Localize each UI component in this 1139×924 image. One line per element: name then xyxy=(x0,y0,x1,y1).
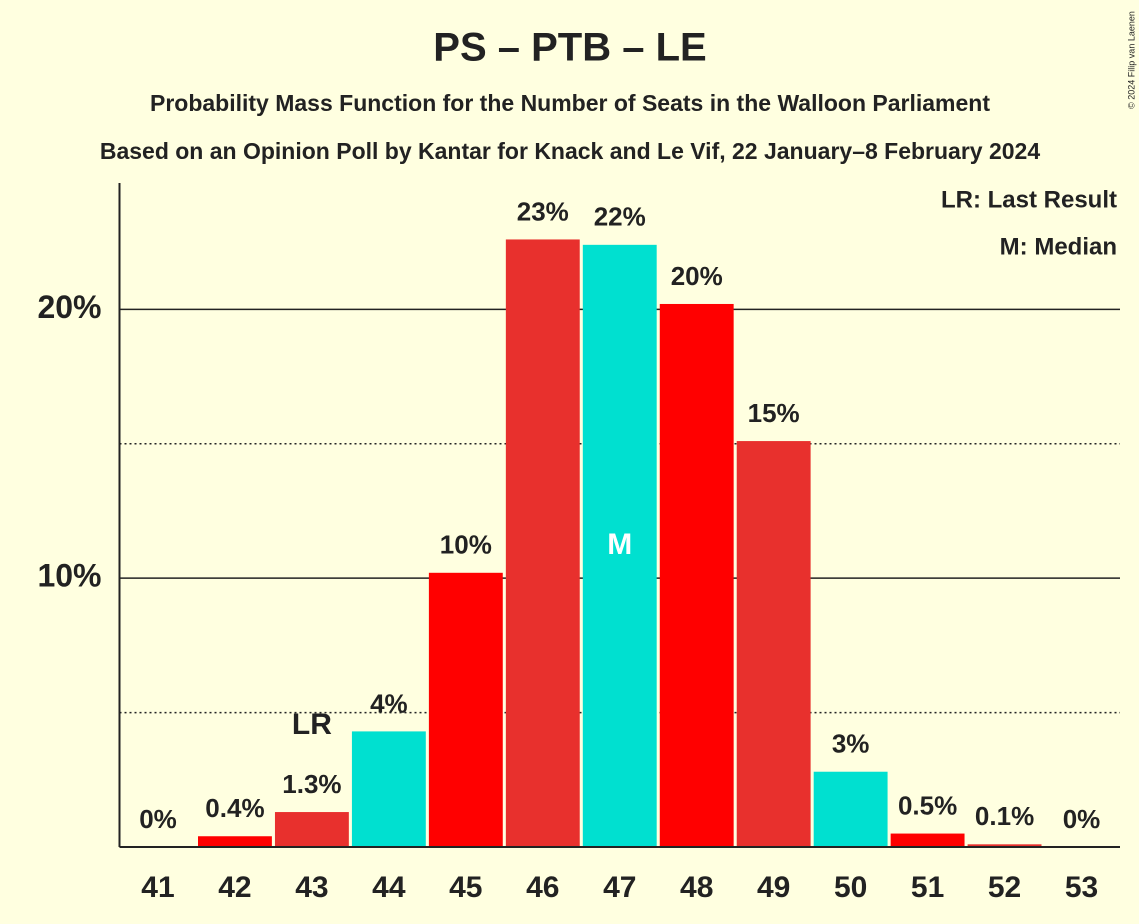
value-label: 23% xyxy=(517,196,569,226)
x-tick-label: 50 xyxy=(834,871,867,904)
x-tick-label: 45 xyxy=(449,871,482,904)
bar xyxy=(967,844,1042,847)
last-result-marker: LR xyxy=(292,708,332,741)
x-tick-label: 41 xyxy=(141,871,174,904)
value-label: 22% xyxy=(594,202,646,232)
bar xyxy=(274,812,349,847)
value-label: 0% xyxy=(139,804,177,834)
value-label: 0.1% xyxy=(975,801,1034,831)
value-label: 10% xyxy=(440,530,492,560)
value-label: 20% xyxy=(671,261,723,291)
bar xyxy=(505,239,580,848)
x-tick-label: 49 xyxy=(757,871,790,904)
value-label: 3% xyxy=(832,729,870,759)
chart-title: PS – PTB – LE xyxy=(433,26,706,70)
x-tick-label: 47 xyxy=(603,871,636,904)
x-tick-label: 46 xyxy=(526,871,559,904)
x-tick-label: 53 xyxy=(1065,871,1098,904)
legend-entry: M: Median xyxy=(1000,233,1117,260)
value-label: 1.3% xyxy=(282,769,341,799)
chart-subtitle: Based on an Opinion Poll by Kantar for K… xyxy=(100,138,1041,164)
copyright: © 2024 Filip van Laenen xyxy=(1126,11,1136,109)
bar xyxy=(582,244,657,847)
bar xyxy=(659,303,734,847)
bar xyxy=(813,771,888,847)
bar xyxy=(736,441,811,847)
y-tick-label: 20% xyxy=(37,289,101,325)
bar xyxy=(351,731,426,847)
x-tick-label: 44 xyxy=(372,871,406,904)
value-label: 15% xyxy=(748,398,800,428)
bar xyxy=(428,572,503,847)
value-label: 4% xyxy=(370,688,408,718)
chart-subtitle: Probability Mass Function for the Number… xyxy=(150,90,990,116)
x-tick-label: 52 xyxy=(988,871,1021,904)
x-tick-label: 42 xyxy=(218,871,251,904)
bar xyxy=(198,836,272,847)
x-tick-label: 51 xyxy=(911,871,944,904)
x-tick-label: 43 xyxy=(295,871,328,904)
value-label: 0.4% xyxy=(205,793,264,823)
x-tick-label: 48 xyxy=(680,871,713,904)
value-label: 0% xyxy=(1063,804,1101,834)
value-label: 0.5% xyxy=(898,790,957,820)
bar xyxy=(890,833,965,847)
legend-entry: LR: Last Result xyxy=(941,186,1117,213)
y-tick-label: 10% xyxy=(37,558,101,594)
median-marker: M xyxy=(607,528,632,561)
